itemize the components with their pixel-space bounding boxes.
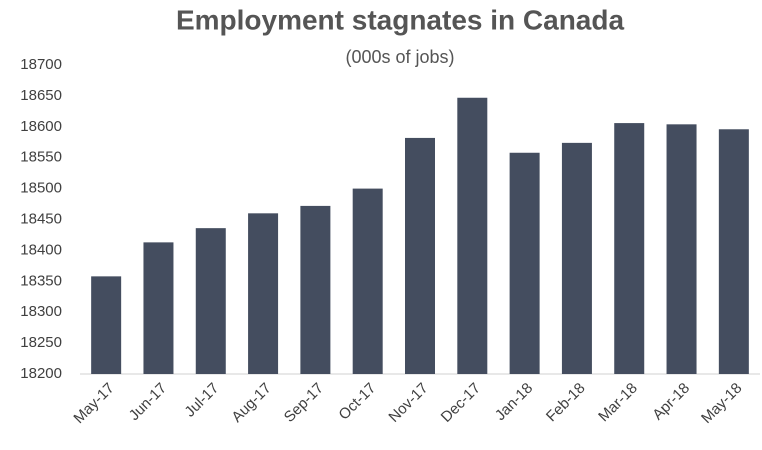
y-tick-label: 18250 [20,334,62,351]
bar [614,123,645,374]
bar [195,228,226,374]
x-tick-label: Jul-17 [181,380,222,421]
bar [718,129,749,374]
bar [457,97,488,374]
bar [91,276,122,374]
bar [300,205,331,374]
y-tick-label: 18300 [20,303,62,320]
x-tick-label: Nov-17 [385,380,431,426]
bar [405,137,435,374]
x-tick-label: Jun-17 [126,380,170,424]
y-tick-label: 18550 [20,149,62,166]
y-tick-label: 18700 [20,56,62,73]
y-tick-label: 18450 [20,210,62,227]
x-tick-label: Sep-17 [281,380,327,426]
chart-subtitle: (000s of jobs) [345,47,454,67]
x-tick-label: Jan-18 [492,380,536,424]
y-tick-label: 18350 [20,272,62,289]
bar [352,188,383,374]
x-tick-label: May-17 [70,380,117,427]
x-tick-label: Feb-18 [543,380,589,426]
chart-title: Employment stagnates in Canada [176,4,625,35]
bar [666,124,697,374]
y-tick-label: 18500 [20,180,62,197]
bar [561,142,592,374]
y-tick-label: 18200 [20,365,62,382]
y-tick-label: 18600 [20,118,62,135]
x-tick-label: Oct-17 [335,380,379,424]
bar [248,213,279,374]
x-tick-label: Aug-17 [228,380,274,426]
y-tick-label: 18400 [20,241,62,258]
x-tick-label: Mar-18 [595,380,641,426]
x-tick-label: Dec-17 [438,380,484,426]
x-tick-label: May-18 [698,380,745,427]
y-tick-label: 18650 [20,87,62,104]
bar [509,152,540,374]
x-tick-label: Apr-18 [649,380,693,424]
bar [143,242,174,374]
